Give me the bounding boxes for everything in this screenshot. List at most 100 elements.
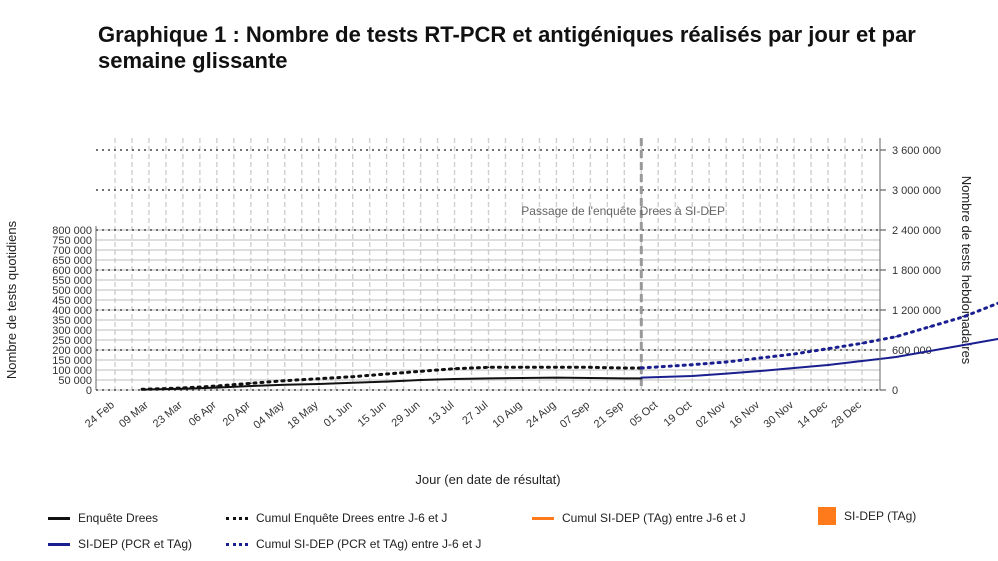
series-point (419, 370, 422, 373)
y-tick-label: 350 000 (52, 315, 92, 327)
series-point (555, 366, 558, 369)
series-line (639, 301, 998, 370)
series-point (725, 361, 727, 363)
series-point (250, 385, 252, 387)
series-point (691, 375, 694, 377)
legend-label: SI-DEP (PCR et TAg) (78, 537, 193, 551)
y-tick-label: 750 000 (52, 235, 92, 247)
y-tick-label: 800 000 (52, 225, 92, 237)
y2-tick-label: 3 000 000 (892, 185, 941, 197)
series-point (351, 375, 354, 378)
series-point (283, 379, 286, 382)
series-line (640, 337, 998, 379)
series-point (453, 367, 456, 370)
y2-tick-label: 1 200 000 (892, 305, 941, 317)
y-tick-label: 0 (86, 385, 92, 397)
series-point (589, 366, 592, 369)
legend-item-cumul-sidep-pcr-tag: Cumul SI-DEP (PCR et TAg) entre J-6 et J (226, 537, 481, 551)
series-point (317, 377, 320, 380)
series-point (861, 342, 863, 345)
series-point (759, 357, 761, 359)
annotation-text: Passage de l'enquête Drees à SI-DEP (521, 204, 725, 218)
y-tick-label: 50 000 (58, 375, 92, 387)
y2-tick-label: 1 800 000 (892, 265, 941, 277)
y-tick-label: 450 000 (52, 295, 92, 307)
series-point (555, 376, 558, 379)
y-tick-label: 150 000 (52, 355, 92, 367)
series-line (141, 376, 643, 391)
legend-key-solid-black (48, 516, 70, 520)
legend-label: Cumul SI-DEP (TAg) entre J-6 et J (562, 511, 746, 525)
series-point (250, 382, 252, 385)
legend-item-cumul-enquete-drees: Cumul Enquête Drees entre J-6 et J (226, 511, 447, 525)
y-tick-label: 600 000 (52, 265, 92, 277)
y-tick-label: 500 000 (52, 285, 92, 297)
series-point (793, 367, 795, 369)
series-line (140, 365, 643, 391)
series-point (725, 372, 727, 375)
y-tick-label: 550 000 (52, 275, 92, 287)
legend-item-sidep-tag: SI-DEP (TAg) (818, 507, 916, 525)
series-point (963, 315, 965, 318)
y-tick-label: 650 000 (52, 255, 92, 267)
series-point (216, 385, 218, 387)
series-point (589, 377, 592, 379)
series-point (793, 353, 795, 355)
legend-label: Enquête Drees (78, 511, 159, 525)
series-point (895, 356, 897, 358)
series-point (487, 377, 490, 380)
series-point (827, 364, 829, 366)
series-point (861, 360, 863, 362)
legend-label: Cumul SI-DEP (PCR et TAg) entre J-6 et J (256, 537, 482, 551)
series-point (317, 383, 320, 385)
series-point (182, 387, 184, 389)
legend-label: SI-DEP (TAg) (844, 509, 917, 523)
legend-key-dotted-navy (226, 542, 248, 546)
series-point (216, 386, 218, 389)
series-point (283, 384, 286, 386)
legend-key-solid-orange (532, 516, 554, 520)
legend-key-dotted-black (226, 516, 248, 520)
series-point (759, 370, 761, 372)
series-point (623, 377, 626, 380)
series-point (453, 378, 456, 380)
legend-item-cumul-tag: Cumul SI-DEP (TAg) entre J-6 et J (532, 511, 746, 525)
series-point (895, 335, 897, 338)
series-point (640, 367, 643, 369)
chart-title: Graphique 1 : Nombre de tests RT-PCR et … (98, 22, 916, 73)
x-axis-title: Jour (en date de résultat) (415, 472, 560, 487)
series-point (487, 366, 490, 369)
series-point (385, 380, 388, 383)
legend-key-box-orange (818, 507, 836, 525)
y2-tick-label: 2 400 000 (892, 225, 941, 237)
series-point (963, 344, 965, 346)
y-tick-label: 100 000 (52, 365, 92, 377)
series-point (141, 388, 143, 391)
series-point (929, 325, 931, 328)
series-point (827, 347, 829, 350)
y2-tick-label: 3 600 000 (892, 145, 941, 157)
series-point (929, 350, 931, 352)
series-point (385, 373, 388, 375)
y2-tick-label: 600 000 (892, 345, 932, 357)
legend-key-solid-navy (48, 542, 70, 546)
y-tick-label: 300 000 (52, 325, 92, 337)
legend-item-enquete-drees: Enquête Drees (48, 511, 158, 525)
series-point (623, 367, 626, 369)
series-point (419, 379, 422, 381)
y-axis-title: Nombre de tests quotidiens (4, 220, 19, 379)
legend-label: Cumul Enquête Drees entre J-6 et J (256, 511, 448, 525)
y-tick-label: 400 000 (52, 305, 92, 317)
series-point (521, 366, 524, 369)
y2-tick-label: 0 (892, 385, 898, 397)
y-tick-label: 700 000 (52, 245, 92, 257)
y-tick-label: 250 000 (52, 335, 92, 347)
y2-axis-title: Nombre de tests hebdomadaires (959, 176, 974, 365)
y-tick-label: 200 000 (52, 345, 92, 357)
series-point (351, 382, 354, 384)
legend-item-sidep-pcr-tag: SI-DEP (PCR et TAg) (48, 537, 192, 551)
series-point (691, 363, 694, 366)
series-point (640, 376, 643, 379)
